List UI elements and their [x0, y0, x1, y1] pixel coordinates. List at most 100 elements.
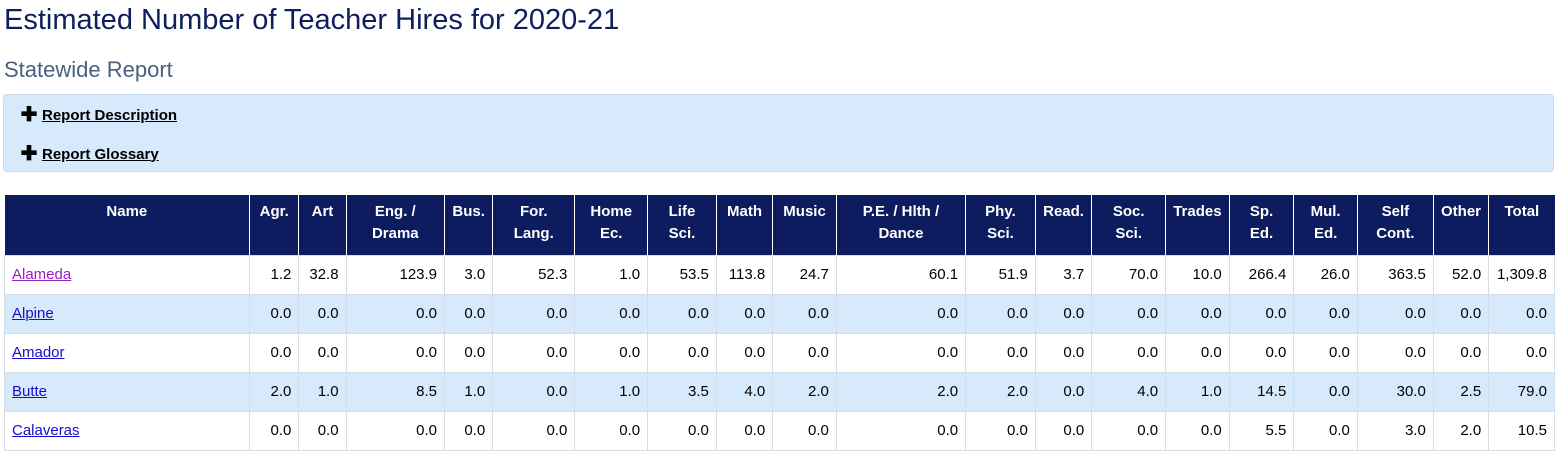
- table-cell: 0.0: [1091, 332, 1167, 373]
- table-cell: 0.0: [1228, 332, 1295, 373]
- table-cell: 2.5: [1432, 371, 1490, 412]
- table-cell: 0.0: [647, 293, 717, 334]
- column-header: Self Cont.: [1356, 195, 1434, 255]
- column-header: Other: [1432, 195, 1489, 255]
- table-cell: 8.5: [345, 371, 446, 412]
- table-cell: 79.0: [1488, 371, 1555, 412]
- column-header: Art: [298, 195, 347, 255]
- report-glossary-label: Report Glossary: [42, 145, 159, 163]
- table-cell: 113.8: [715, 254, 774, 295]
- report-info-accordion: ✚ Report Description ✚ Report Glossary: [3, 94, 1554, 172]
- table-cell: 0.0: [1293, 410, 1358, 451]
- column-header: For. Lang.: [492, 195, 575, 255]
- table-cell: 0.0: [1293, 371, 1358, 412]
- county-link[interactable]: Amador: [12, 344, 65, 361]
- table-cell: 1.0: [1165, 371, 1230, 412]
- column-header: Math: [715, 195, 773, 255]
- table-cell: 0.0: [492, 410, 576, 451]
- plus-icon: ✚: [20, 104, 38, 126]
- county-link[interactable]: Calaveras: [12, 422, 80, 439]
- table-cell: 0.0: [249, 332, 300, 373]
- table-cell: 10.5: [1488, 410, 1555, 451]
- column-header-line: Drama: [371, 225, 419, 242]
- page-subtitle: Statewide Report: [4, 57, 173, 82]
- table-cell: 0.0: [249, 293, 300, 334]
- table-cell: 0.0: [1034, 371, 1093, 412]
- table-cell: 0.0: [1293, 293, 1358, 334]
- table-cell: 4.0: [1091, 371, 1167, 412]
- table-cell: 0.0: [1034, 332, 1093, 373]
- column-header-line: Art: [311, 203, 334, 220]
- table-cell: 0.0: [1432, 293, 1490, 334]
- table-cell: 1.0: [574, 371, 649, 412]
- column-header-line: Soc.: [1112, 203, 1145, 220]
- table-cell: 123.9: [345, 254, 446, 295]
- table-cell: 3.5: [647, 371, 717, 412]
- table-cell: 3.0: [1356, 410, 1434, 451]
- column-header-line: Self: [1381, 203, 1410, 220]
- county-link[interactable]: Alameda: [12, 266, 72, 283]
- table-cell: 0.0: [298, 332, 347, 373]
- table-cell: 0.0: [492, 332, 576, 373]
- page-title: Estimated Number of Teacher Hires for 20…: [4, 4, 620, 36]
- column-header-line: Lang.: [513, 225, 554, 242]
- table-cell: 52.3: [492, 254, 576, 295]
- table-cell: 0.0: [1488, 293, 1555, 334]
- table-cell: 30.0: [1356, 371, 1434, 412]
- plus-icon: ✚: [20, 143, 38, 165]
- table-cell: 363.5: [1356, 254, 1434, 295]
- table-cell: 32.8: [298, 254, 347, 295]
- county-name-cell: Alpine: [3, 293, 251, 334]
- table-cell: 0.0: [1034, 293, 1093, 334]
- column-header: Eng. / Drama: [345, 195, 445, 255]
- column-header-line: Home: [590, 203, 633, 220]
- table-cell: 5.5: [1228, 410, 1295, 451]
- column-header: Life Sci.: [647, 195, 717, 255]
- table-cell: 0.0: [345, 410, 446, 451]
- table-row: Amador 0.0 0.0 0.0 0.0 0.0 0.0 0.0 0.0 0.0 0.0 0.0 0…: [3, 332, 1555, 373]
- column-header-line: Dance: [878, 225, 924, 242]
- column-header: Phy. Sci.: [965, 195, 1036, 255]
- column-header: Agr.: [249, 195, 299, 255]
- column-header-line: P.E. / Hlth /: [862, 203, 940, 220]
- column-header-line: Trades: [1173, 203, 1222, 220]
- table-cell: 0.0: [574, 293, 649, 334]
- column-header-line: Sci.: [668, 225, 696, 242]
- table-cell: 0.0: [298, 410, 347, 451]
- table-cell: 0.0: [965, 332, 1036, 373]
- column-header-line: Ec.: [599, 225, 623, 242]
- table-cell: 2.0: [965, 371, 1036, 412]
- table-cell: 51.9: [965, 254, 1036, 295]
- table-cell: 0.0: [1432, 332, 1490, 373]
- county-link[interactable]: Alpine: [12, 305, 54, 322]
- county-name-cell: Alameda: [3, 254, 251, 295]
- table-cell: 1.0: [574, 254, 649, 295]
- table-cell: 0.0: [1356, 332, 1434, 373]
- table-row: Calaveras 0.0 0.0 0.0 0.0 0.0 0.0 0.0 0.0 0.0 0.0 0…: [3, 410, 1555, 451]
- table-cell: 3.7: [1034, 254, 1093, 295]
- table-cell: 0.0: [715, 410, 774, 451]
- table-cell: 0.0: [1488, 332, 1555, 373]
- table-cell: 0.0: [715, 332, 774, 373]
- column-header: Home Ec.: [574, 195, 648, 255]
- column-header-line: Name: [106, 203, 148, 220]
- column-header-line: Math: [727, 203, 763, 220]
- column-header: Trades: [1165, 195, 1230, 255]
- table-cell: 0.0: [772, 332, 837, 373]
- column-header-line: Total: [1504, 203, 1540, 220]
- table-cell: 4.0: [715, 371, 774, 412]
- table-cell: 53.5: [647, 254, 717, 295]
- table-cell: 0.0: [1034, 410, 1093, 451]
- table-cell: 0.0: [1091, 410, 1167, 451]
- table-cell: 0.0: [345, 332, 446, 373]
- report-glossary-toggle[interactable]: ✚ Report Glossary: [20, 144, 159, 164]
- county-link[interactable]: Butte: [12, 383, 48, 400]
- table-cell: 26.0: [1293, 254, 1358, 295]
- table-cell: 3.0: [444, 254, 494, 295]
- report-description-toggle[interactable]: ✚ Report Description: [20, 105, 177, 125]
- table-cell: 0.0: [1165, 332, 1230, 373]
- table-cell: 60.1: [835, 254, 967, 295]
- table-cell: 0.0: [298, 293, 347, 334]
- table-cell: 1.2: [249, 254, 300, 295]
